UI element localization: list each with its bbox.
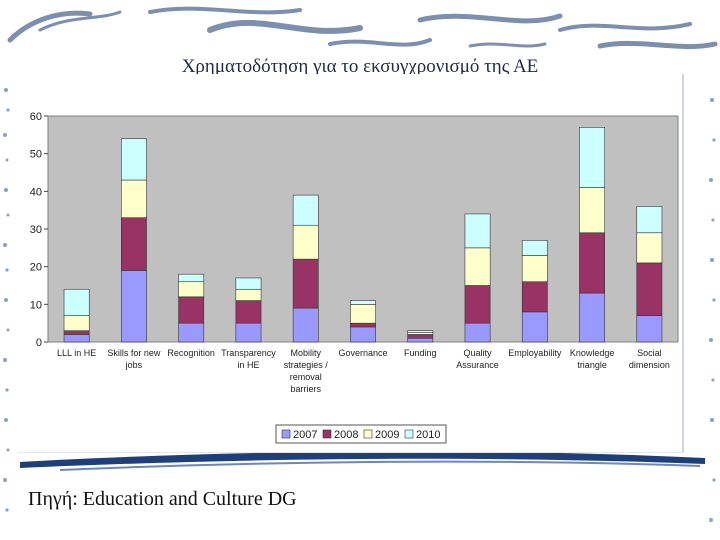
y-tick-label: 60: [30, 111, 42, 123]
category-label: Mobility strategies / removal barriers: [284, 348, 329, 394]
bar-segment-2007: [235, 322, 262, 343]
category-label: Transparency in HE: [221, 348, 276, 370]
bar-segment-2010: [579, 126, 605, 188]
bar-segment-2010: [63, 288, 90, 316]
chart-container: 0 10 20 30 40 50 60 LLL in HE Skills for new jobs…: [18, 74, 684, 453]
bar-segment-2007: [178, 322, 205, 343]
bar-segment-2008: [521, 281, 548, 313]
bar-segment-2008: [407, 334, 434, 339]
bar-segment-2009: [636, 232, 663, 264]
y-tick-label: 40: [30, 186, 42, 198]
category-label: Funding: [404, 348, 437, 358]
bar-segment-2010: [464, 213, 491, 249]
bar-segment-2009: [521, 255, 548, 283]
category-label: Employability: [508, 348, 562, 358]
bar-segment-2008: [579, 232, 605, 294]
legend-swatch-2008: [322, 429, 332, 439]
bar-segment-2007: [407, 337, 434, 343]
bar-segment-2007: [350, 326, 376, 343]
bar-segment-2009: [63, 315, 90, 331]
y-tick-label: 10: [30, 299, 42, 311]
legend-swatch-2010: [404, 429, 414, 439]
legend-label-2009: 2009: [375, 429, 399, 441]
y-tick-label: 0: [36, 337, 42, 349]
bar-segment-2008: [464, 285, 491, 324]
bar-segment-2009: [350, 304, 376, 324]
source-caption: Πηγή: Education and Culture DG: [28, 488, 297, 510]
bar-segment-2008: [178, 296, 205, 324]
legend-swatch-2009: [363, 429, 373, 439]
bar-segment-2008: [292, 258, 319, 309]
bar-segment-2007: [121, 270, 147, 343]
bar-segment-2007: [63, 334, 90, 343]
bar-segment-2010: [292, 194, 319, 226]
legend-label-2008: 2008: [334, 429, 358, 441]
bar-segment-2007: [636, 315, 663, 343]
bar-segment-2010: [121, 138, 147, 181]
bar-segment-2010: [636, 206, 663, 234]
category-label: Governance: [338, 348, 387, 358]
y-tick-label: 30: [30, 224, 42, 236]
category-label: Recognition: [167, 348, 215, 358]
legend-swatch-2007: [281, 429, 291, 439]
bar-segment-2009: [579, 187, 605, 234]
bar-segment-2009: [235, 288, 262, 301]
bar-segment-2007: [521, 311, 548, 343]
y-tick-label: 20: [30, 262, 42, 274]
bar-segment-2010: [178, 273, 205, 283]
bar-segment-2010: [235, 277, 262, 290]
bar-segment-2010: [407, 330, 434, 333]
category-label: Knowledge triangle: [570, 348, 615, 370]
bar-segment-2007: [292, 307, 319, 343]
category-label: Social dimension: [629, 348, 670, 370]
bar-segment-2009: [121, 179, 147, 219]
legend-label-2010: 2010: [416, 429, 440, 441]
stacked-bar-chart: 0 10 20 30 40 50 60 LLL in HE Skills for new jobs…: [30, 111, 679, 444]
bar-segment-2007: [579, 292, 605, 343]
bar-segment-2008: [350, 322, 376, 328]
bar-segment-2010: [350, 300, 376, 305]
bar-segment-2008: [235, 300, 262, 324]
bar-segment-2009: [292, 224, 319, 260]
legend: [275, 424, 447, 444]
y-tick-label: 50: [30, 149, 42, 161]
bar-segment-2009: [178, 281, 205, 298]
bar-segment-2010: [521, 240, 548, 256]
bar-segment-2008: [121, 217, 147, 271]
bar-segment-2007: [464, 322, 491, 343]
bar-segment-2008: [636, 262, 663, 316]
bar-segment-2009: [464, 247, 491, 286]
category-label: LLL in HE: [57, 348, 96, 358]
slide-title: Χρηματοδότηση για το εκσυγχρονισμό της Α…: [181, 56, 539, 77]
legend-label-2007: 2007: [293, 429, 317, 441]
category-label: Quality Assurance: [456, 348, 499, 370]
bar-segment-2008: [63, 330, 90, 335]
category-label: Skills for new jobs: [107, 348, 161, 370]
